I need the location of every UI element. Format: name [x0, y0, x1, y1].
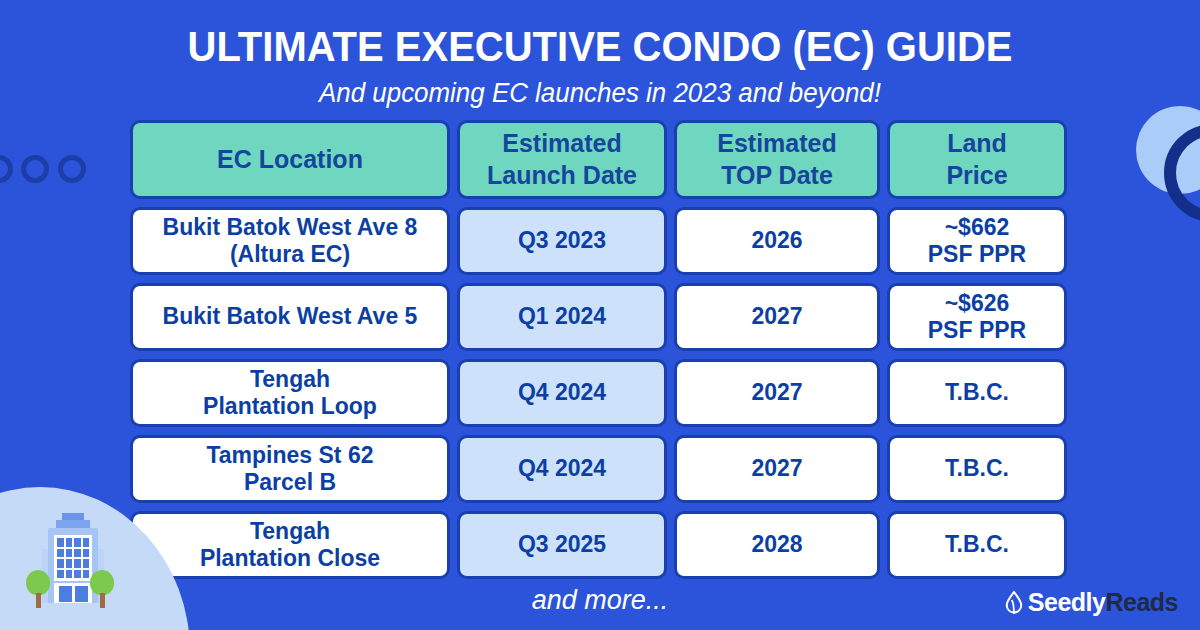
cell-line: T.B.C.	[945, 531, 1009, 558]
cell-line: Plantation Close	[200, 545, 380, 572]
column-header-land-price: Land Price	[887, 120, 1067, 199]
header-line: Estimated	[717, 128, 836, 159]
cell-land-price: T.B.C.	[887, 511, 1067, 579]
cell-line: Parcel B	[244, 469, 336, 496]
window-icon	[74, 549, 81, 558]
cell-line: ~$626	[945, 290, 1010, 317]
cell-line: Q1 2024	[518, 303, 606, 330]
window-icon	[66, 559, 73, 568]
cell-line: (Altura EC)	[230, 241, 350, 268]
cell-line: Tengah	[250, 366, 330, 393]
window-icon	[83, 559, 90, 568]
circle-outline-icon	[21, 155, 49, 183]
header-line: Price	[946, 160, 1007, 191]
cell-line: Q4 2024	[518, 455, 606, 482]
cell-line: 2027	[751, 379, 802, 406]
window-icon	[57, 559, 64, 568]
cell-location: Bukit Batok West Ave 5	[130, 283, 450, 351]
cell-launch-date: Q1 2024	[457, 283, 667, 351]
cell-line: Bukit Batok West Ave 8	[163, 214, 418, 241]
cell-line: PSF PPR	[928, 317, 1026, 344]
cell-line: 2027	[751, 455, 802, 482]
cell-line: PSF PPR	[928, 241, 1026, 268]
window-icon	[66, 538, 73, 547]
cell-line: ~$662	[945, 214, 1010, 241]
window-icon	[66, 570, 73, 579]
window-icon	[57, 549, 64, 558]
cell-launch-date: Q3 2025	[457, 511, 667, 579]
cell-launch-date: Q4 2024	[457, 359, 667, 427]
cell-location: Tampines St 62 Parcel B	[130, 435, 450, 503]
building-roof	[56, 520, 90, 528]
cell-top-date: 2028	[674, 511, 880, 579]
cell-line: Q3 2025	[518, 531, 606, 558]
cell-line: Bukit Batok West Ave 5	[163, 303, 418, 330]
cell-top-date: 2026	[674, 207, 880, 275]
cell-top-date: 2027	[674, 435, 880, 503]
cell-launch-date: Q3 2023	[457, 207, 667, 275]
page-subtitle: And upcoming EC launches in 2023 and bey…	[24, 78, 1176, 109]
cell-line: T.B.C.	[945, 455, 1009, 482]
cell-line: Tengah	[250, 518, 330, 545]
cell-launch-date: Q4 2024	[457, 435, 667, 503]
cell-line: Plantation Loop	[203, 393, 377, 420]
seedly-leaf-icon	[1004, 590, 1024, 616]
building-roof	[62, 513, 84, 520]
page-title: ULTIMATE EXECUTIVE CONDO (EC) GUIDE	[42, 22, 1158, 71]
header-line: EC Location	[217, 144, 363, 175]
cell-land-price: T.B.C.	[887, 435, 1067, 503]
brand-name-seedly: Seedly	[1028, 588, 1106, 617]
cell-location: Tengah Plantation Loop	[130, 359, 450, 427]
window-icon	[74, 570, 81, 579]
cell-line: 2027	[751, 303, 802, 330]
header-line: TOP Date	[721, 160, 833, 191]
cell-land-price: ~$626 PSF PPR	[887, 283, 1067, 351]
window-icon	[66, 549, 73, 558]
cell-land-price: ~$662 PSF PPR	[887, 207, 1067, 275]
cell-location: Tengah Plantation Close	[130, 511, 450, 579]
cell-top-date: 2027	[674, 283, 880, 351]
ec-table: EC Location Estimated Launch Date Estima…	[130, 120, 1067, 579]
cell-line: Q3 2023	[518, 227, 606, 254]
window-icon	[57, 570, 64, 579]
column-header-top-date: Estimated TOP Date	[674, 120, 880, 199]
brand-logo: Seedly Reads	[1004, 588, 1178, 617]
header-line: Estimated	[502, 128, 621, 159]
cell-land-price: T.B.C.	[887, 359, 1067, 427]
cell-line: Tampines St 62	[206, 442, 373, 469]
cell-line: 2026	[751, 227, 802, 254]
window-icon	[74, 538, 81, 547]
window-icon	[57, 538, 64, 547]
cell-location: Bukit Batok West Ave 8 (Altura EC)	[130, 207, 450, 275]
circle-outline-icon	[0, 155, 13, 183]
circle-outline-icon	[58, 155, 86, 183]
window-icon	[83, 538, 90, 547]
cell-top-date: 2027	[674, 359, 880, 427]
window-icon	[83, 549, 90, 558]
header-line: Land	[947, 128, 1007, 159]
brand-name-reads: Reads	[1105, 588, 1178, 617]
header-line: Launch Date	[487, 160, 637, 191]
window-icon	[74, 559, 81, 568]
cell-line: Q4 2024	[518, 379, 606, 406]
cell-line: 2028	[751, 531, 802, 558]
column-header-ec-location: EC Location	[130, 120, 450, 199]
column-header-launch-date: Estimated Launch Date	[457, 120, 667, 199]
window-icon	[83, 570, 90, 579]
building-windows	[54, 535, 92, 581]
cell-line: T.B.C.	[945, 379, 1009, 406]
